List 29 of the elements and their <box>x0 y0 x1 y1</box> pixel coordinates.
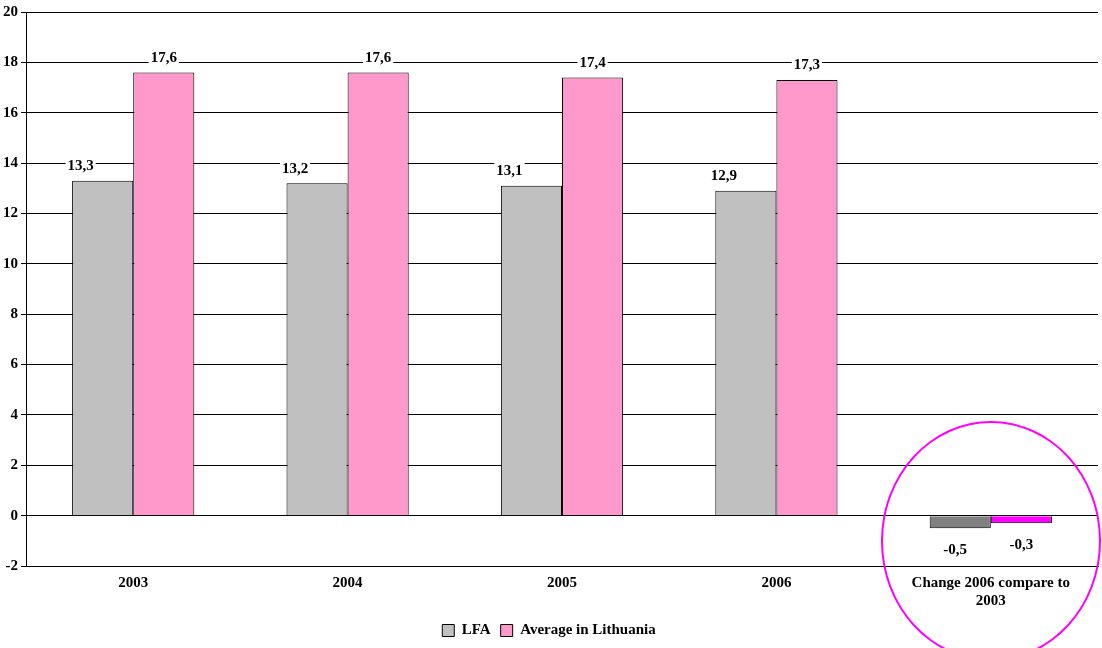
y-tick-label: 10 <box>3 254 18 271</box>
data-label: 13,2 <box>281 159 309 176</box>
y-tick-label: 6 <box>10 355 19 372</box>
data-label: 13,3 <box>67 157 94 174</box>
y-tick-label: 16 <box>3 103 19 120</box>
y-tick-label: 4 <box>10 405 19 422</box>
data-label: 17,6 <box>365 48 392 65</box>
x-tick-label: 2003 <box>118 573 149 590</box>
data-label: -0,5 <box>943 540 968 557</box>
data-label: 17,3 <box>793 56 821 73</box>
data-label: 12,9 <box>710 167 737 184</box>
y-tick-label: 0 <box>10 506 18 523</box>
y-tick-label: 14 <box>3 153 19 170</box>
x-tick-label: 2004 <box>332 573 364 590</box>
data-label: -0,3 <box>1009 535 1034 552</box>
y-tick-label: 18 <box>3 53 18 70</box>
legend-label: LFA <box>461 621 491 638</box>
y-tick-label: -2 <box>5 556 18 573</box>
legend-label: Average in Lithuania <box>520 621 657 638</box>
y-tick-label: 8 <box>10 305 18 322</box>
y-tick-label: 2 <box>10 456 18 473</box>
data-label: 17,6 <box>150 48 178 65</box>
y-tick-label: 12 <box>3 204 18 221</box>
y-tick-label: 20 <box>3 2 18 19</box>
data-label: 17,4 <box>579 53 607 70</box>
x-tick-label: 2005 <box>547 573 577 590</box>
x-tick-label: 2006 <box>761 573 792 590</box>
x-tick-label: Change 2006 compare to 2003 <box>911 573 1071 608</box>
data-label: 13,1 <box>496 162 523 179</box>
